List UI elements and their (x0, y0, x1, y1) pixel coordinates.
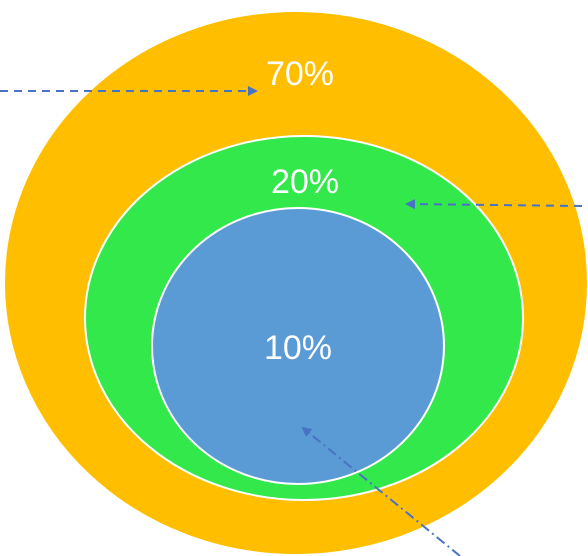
arrow-to-middle-ring (405, 199, 583, 210)
middle-ring-label: 20% (271, 163, 339, 201)
inner-ring (151, 207, 445, 485)
outer-ring-label: 70% (266, 55, 334, 93)
arrow-to-inner-ring (301, 426, 461, 556)
inner-ring-label: 10% (264, 329, 332, 367)
